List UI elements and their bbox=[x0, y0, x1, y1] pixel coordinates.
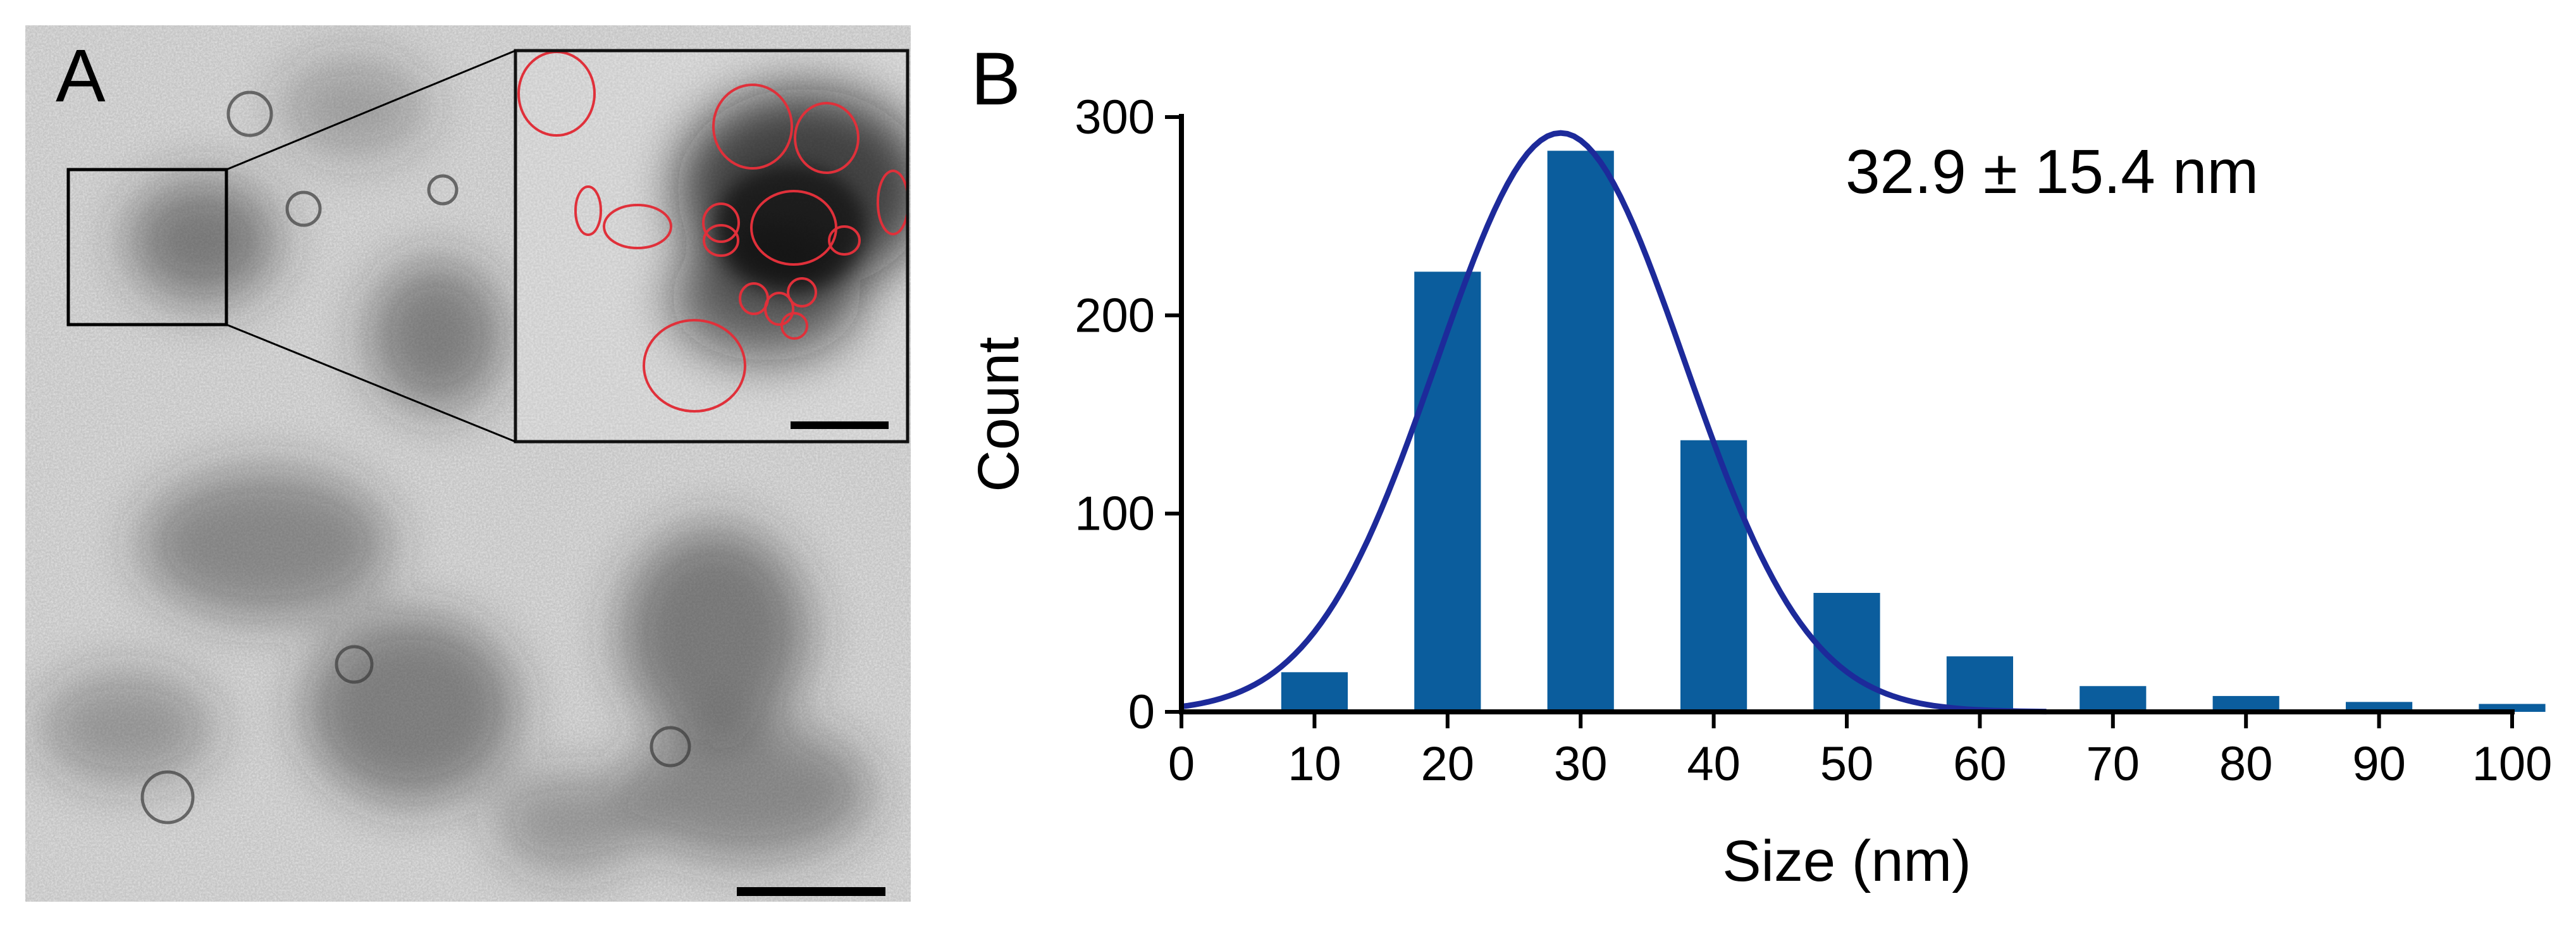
size-histogram: 0 10 20 30 40 50 60 70 80 90 100 0 100 200 300 Size (… bbox=[966, 90, 2552, 893]
x-tick-label-100: 100 bbox=[2472, 737, 2553, 791]
histogram-bars bbox=[1281, 151, 2546, 712]
inset-scale-bar bbox=[791, 421, 889, 429]
x-tick-label-0: 0 bbox=[1168, 737, 1195, 791]
x-tick-label-20: 20 bbox=[1421, 737, 1475, 791]
x-axis-title: Size (nm) bbox=[1722, 829, 1971, 893]
y-tick-label-200: 200 bbox=[1075, 289, 1155, 342]
zoom-connector-top bbox=[226, 49, 516, 171]
x-tick-label-60: 60 bbox=[1953, 737, 2007, 791]
y-tick-label-100: 100 bbox=[1075, 487, 1155, 541]
zoom-box bbox=[66, 168, 228, 327]
chart-axes bbox=[1165, 114, 2515, 728]
x-tick-label-70: 70 bbox=[2086, 737, 2140, 791]
x-tick-label-10: 10 bbox=[1288, 737, 1341, 791]
zoom-connector-bottom bbox=[226, 323, 516, 443]
x-tick-label-80: 80 bbox=[2219, 737, 2273, 791]
bar-40 bbox=[1680, 440, 1747, 712]
x-tick-label-50: 50 bbox=[1820, 737, 1874, 791]
y-tick-labels: 0 100 200 300 bbox=[1075, 90, 1155, 739]
bar-60 bbox=[1946, 656, 2013, 712]
x-tick-label-30: 30 bbox=[1554, 737, 1608, 791]
mean-sd-annotation: 32.9 ± 15.4 nm bbox=[1846, 137, 2259, 206]
panel-b-letter: B bbox=[971, 37, 1021, 121]
gaussian-fit-curve bbox=[1181, 130, 2047, 715]
micrograph-panel: A bbox=[25, 25, 911, 902]
micrograph-inset bbox=[514, 49, 909, 444]
y-tick-label-0: 0 bbox=[1128, 685, 1155, 739]
y-tick-label-300: 300 bbox=[1075, 90, 1155, 144]
x-tick-labels: 0 10 20 30 40 50 60 70 80 90 100 bbox=[1168, 737, 2553, 791]
panel-a-letter: A bbox=[56, 34, 106, 118]
bar-70 bbox=[2080, 686, 2147, 712]
y-axis-title: Count bbox=[966, 337, 1031, 492]
bar-10 bbox=[1281, 672, 1348, 712]
scale-bar bbox=[737, 887, 885, 896]
x-tick-label-90: 90 bbox=[2352, 737, 2406, 791]
x-tick-label-40: 40 bbox=[1687, 737, 1741, 791]
bar-30 bbox=[1547, 151, 1614, 712]
particle-outlines bbox=[517, 51, 908, 413]
bar-20 bbox=[1414, 271, 1481, 712]
bar-80 bbox=[2212, 695, 2279, 712]
